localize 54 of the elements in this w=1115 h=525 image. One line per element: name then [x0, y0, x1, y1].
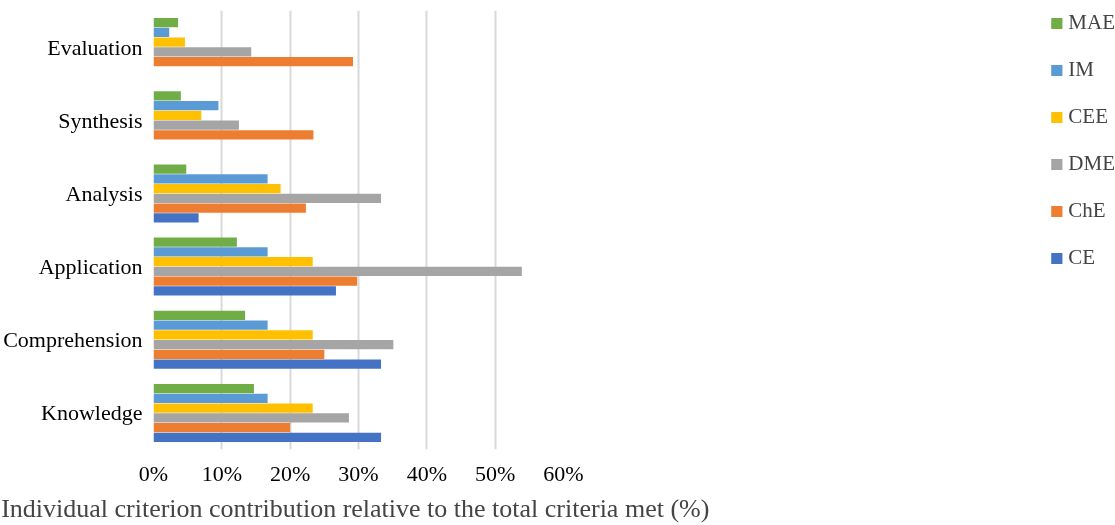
bar: [153, 91, 181, 101]
bar: [153, 213, 199, 223]
bar: [153, 57, 354, 67]
legend-label: MAE: [1068, 10, 1115, 35]
x-tick-label: 30%: [338, 460, 379, 486]
bar: [153, 393, 268, 403]
bar: [153, 120, 239, 130]
x-axis-title: Individual criterion contribution relative to the total criteria met (%): [1, 493, 710, 523]
y-tick-label: Synthesis: [58, 107, 143, 133]
bar: [153, 164, 187, 174]
bar: [153, 47, 252, 57]
x-tick-label: 10%: [201, 460, 242, 486]
bar: [153, 130, 314, 140]
bar: [153, 330, 313, 340]
bar: [153, 203, 306, 213]
bar: [153, 100, 219, 111]
bar: [153, 349, 325, 360]
bar: [153, 413, 349, 423]
y-tick-label: Application: [38, 254, 143, 280]
bar: [153, 320, 268, 330]
bar: [153, 237, 237, 247]
bar: [153, 18, 179, 28]
bar: [153, 422, 291, 433]
x-tick-label: 50%: [475, 460, 516, 486]
bar: [153, 193, 382, 203]
y-tick-label: Analysis: [65, 180, 143, 206]
bar: [153, 339, 394, 350]
bar: [153, 432, 382, 442]
bar: [153, 110, 202, 121]
y-tick-label: Comprehension: [3, 327, 143, 353]
legend-label: CEE: [1068, 104, 1108, 129]
bar: [153, 266, 522, 277]
x-tick-label: 60%: [543, 460, 584, 486]
bar: [153, 27, 170, 38]
bar: [153, 403, 313, 413]
x-tick-label: 0%: [138, 460, 169, 486]
bar: [153, 383, 254, 394]
legend-label: IM: [1068, 57, 1094, 82]
legend-label: DME: [1068, 151, 1115, 176]
legend-label: CE: [1068, 245, 1096, 270]
bar: [153, 286, 336, 296]
bar: [153, 359, 382, 369]
x-tick-label: 40%: [406, 460, 447, 486]
bar: [153, 276, 358, 286]
bar: [153, 257, 313, 267]
bar: [153, 37, 185, 47]
bar: [153, 183, 281, 194]
bar: [153, 247, 268, 257]
bar: [153, 174, 268, 184]
x-tick-label: 20%: [270, 460, 311, 486]
y-tick-label: Evaluation: [47, 34, 143, 60]
legend-label: ChE: [1068, 198, 1106, 223]
y-tick-label: Knowledge: [41, 400, 143, 426]
bar: [153, 310, 246, 320]
